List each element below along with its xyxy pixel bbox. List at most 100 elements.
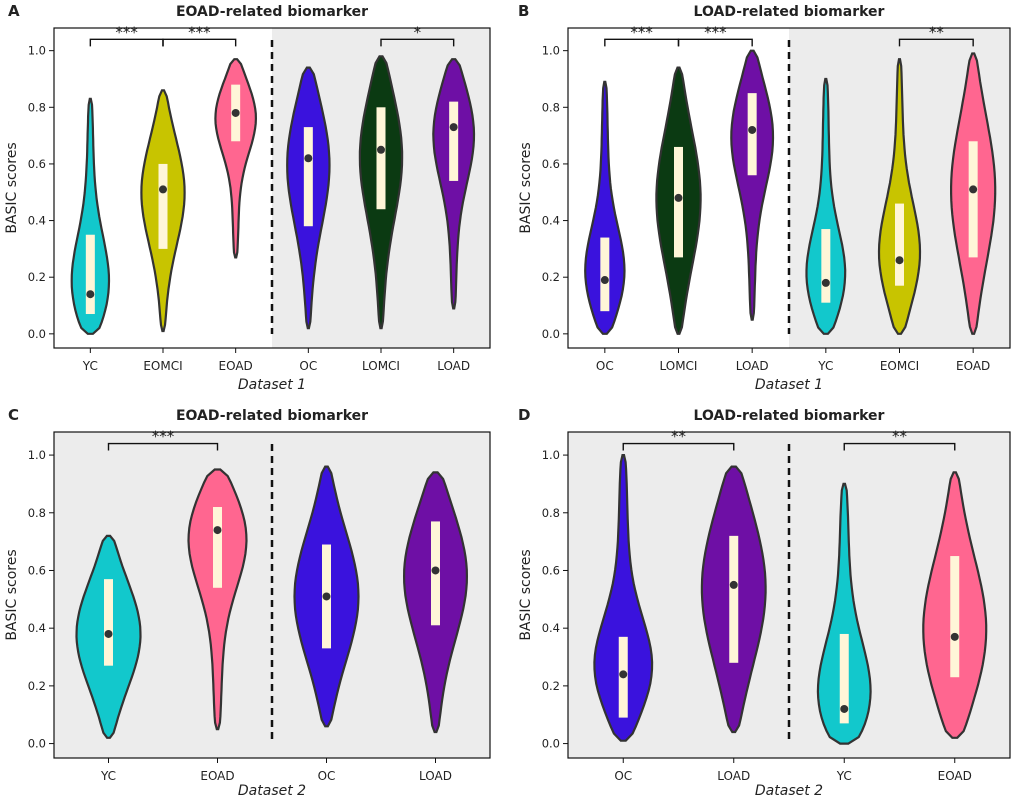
panel-a-ytick-label-2: 0.4: [28, 214, 46, 228]
panel-a-category-label-load: LOAD: [437, 359, 470, 373]
panel-b-median-yc: [821, 278, 830, 287]
panel-c-category-label-eoad: EOAD: [200, 769, 234, 783]
panel-a-ytick-label-1: 0.2: [28, 270, 46, 284]
panel-a-category-label-eomci: EOMCI: [143, 359, 182, 373]
panel-b-significance-bracket-2: [677, 38, 753, 47]
panel-d-significance-bracket-2: [843, 442, 956, 451]
panel-d-iqr-box-load: [729, 535, 739, 663]
panel-b-iqr-box-yc: [821, 229, 831, 303]
panel-a-category-label-eoad: EOAD: [219, 359, 253, 373]
panel-b-category-label-eoad: EOAD: [956, 359, 990, 373]
panel-d-category-label-yc: YC: [836, 769, 852, 783]
panel-a-median-eomci: [159, 185, 167, 194]
panel-d-frame: [567, 431, 1011, 759]
panel-d-significance-label-1: **: [671, 428, 687, 446]
panel-d-category-label-oc: OC: [614, 769, 632, 783]
panel-a-frame: [53, 27, 491, 349]
panel-b-iqr-box-eomci: [895, 203, 904, 286]
panel-a-violin-yc: [70, 97, 111, 335]
panel-d-significance-label-2: **: [892, 428, 908, 446]
panel-c-category-label-yc: YC: [100, 769, 116, 783]
panel-b-ytick-label-1: 0.2: [542, 270, 560, 284]
panel-a-iqr-box-eomci: [158, 163, 168, 249]
panel-d-ytick-label-1: 0.2: [542, 679, 560, 693]
panel-d-ytick-label-4: 0.8: [542, 506, 560, 520]
panel-b-category-label-oc: OC: [596, 359, 614, 373]
panel-a-ytick-label-3: 0.6: [28, 157, 46, 171]
panel-c-iqr-box-eoad: [213, 507, 222, 588]
panel-c: YC EOAD OC LOAD *** 0.0 0.2 0.4 0.6 0.8 1.0 C EOAD-r…: [4, 406, 491, 799]
panel-c-xlabel: Dataset 2: [238, 783, 306, 799]
panel-b-iqr-box-eoad: [968, 141, 978, 258]
panel-b-category-label-eomci: EOMCI: [880, 359, 919, 373]
panel-c-ytick-label-0: 0.0: [28, 737, 46, 751]
panel-a-iqr-box-load: [449, 101, 459, 181]
panel-b-violin-load: [730, 49, 775, 321]
panel-a-xlabel: Dataset 1: [238, 377, 306, 393]
panel-b-title: LOAD-related biomarker: [694, 4, 885, 20]
panel-c-iqr-box-yc: [104, 579, 113, 666]
panel-a-category-label-lomci: LOMCI: [362, 359, 400, 373]
panel-a-title: EOAD-related biomarker: [176, 4, 368, 20]
panel-a-significance-label-1: ***: [115, 23, 138, 41]
panel-d-violin-yc: [816, 482, 872, 745]
panel-a-iqr-box-oc: [303, 127, 313, 227]
panel-b-ytick-label-0: 0.0: [542, 327, 560, 341]
panel-a-letter: A: [8, 2, 20, 20]
panel-a-ytick-label-5: 1.0: [28, 44, 46, 58]
panel-a-significance-label-2: ***: [188, 23, 211, 41]
panel-d-iqr-box-yc: [839, 633, 849, 724]
panel-a-median-eoad: [231, 108, 240, 117]
panel-b-iqr-box-lomci: [674, 146, 683, 258]
panel-a-ylabel: BASIC scores: [4, 142, 20, 233]
panel-a-ytick-label-0: 0.0: [28, 327, 46, 341]
panel-c-frame: [53, 431, 491, 759]
panel-d-violin-oc: [593, 454, 654, 742]
panel-c-median-eoad: [213, 526, 222, 535]
panel-c-median-oc: [322, 592, 331, 601]
panel-c-ytick-label-3: 0.6: [28, 563, 46, 577]
panel-b-letter: B: [518, 2, 529, 20]
panel-a-median-load: [449, 123, 458, 132]
panel-c-violin-eoad: [187, 468, 248, 731]
panel-c-ytick-label-1: 0.2: [28, 679, 46, 693]
panel-d-ytick-label-5: 1.0: [542, 448, 560, 462]
panel-b-category-label-lomci: LOMCI: [660, 359, 698, 373]
panel-b-violin-oc: [584, 80, 626, 335]
panel-b-category-label-load: LOAD: [736, 359, 769, 373]
panel-c-ylabel: BASIC scores: [4, 549, 20, 640]
panel-b-iqr-box-load: [747, 93, 757, 176]
panel-a-significance-bracket-3: [380, 38, 455, 47]
panel-a: YC EOMCI EOAD OC LOMCI LOAD*** *** *0.00.20.40.…: [4, 2, 491, 393]
panel-b-category-label-yc: YC: [817, 359, 833, 373]
panel-d-ytick-label-2: 0.4: [542, 621, 560, 635]
panel-b-frame: [567, 27, 1011, 349]
panel-d: OC LOAD YC EOAD ** ** 0.0 0.2 0.4 0.6 0.8 1.0 D LOAD-…: [518, 406, 1011, 799]
panel-a-violin-eoad: [214, 58, 258, 259]
panel-b-ytick-label-2: 0.4: [542, 214, 560, 228]
panel-b: OC LOMCI LOAD YC EOMCI EOAD*** *** **0.00.20.40…: [518, 2, 1011, 393]
panel-a-significance-label-3: *: [414, 23, 422, 41]
panel-b-iqr-box-oc: [600, 237, 610, 312]
panel-c-category-label-load: LOAD: [419, 769, 452, 783]
panel-a-significance-bracket-2: [162, 38, 237, 47]
panel-c-ytick-label-5: 1.0: [28, 448, 46, 462]
panel-b-ytick-label-4: 0.8: [542, 100, 560, 114]
panel-d-ytick-label-3: 0.6: [542, 563, 560, 577]
panel-a-iqr-box-lomci: [376, 107, 386, 210]
panel-d-category-label-eoad: EOAD: [938, 769, 972, 783]
panel-c-significance-bracket-1: [107, 442, 219, 451]
panel-c-letter: C: [8, 406, 19, 424]
panel-a-category-label-yc: YC: [82, 359, 98, 373]
panel-d-ytick-label-0: 0.0: [542, 737, 560, 751]
panel-c-significance-label-1: ***: [152, 428, 175, 446]
panel-d-letter: D: [518, 406, 530, 424]
panel-b-ytick-label-3: 0.6: [542, 157, 560, 171]
panel-c-ytick-label-2: 0.4: [28, 621, 46, 635]
panel-d-median-yc: [840, 704, 849, 713]
panel-a-ytick-label-4: 0.8: [28, 100, 46, 114]
panel-b-xlabel: Dataset 1: [755, 377, 823, 393]
panel-d-iqr-box-eoad: [950, 556, 960, 678]
panel-b-median-eoad: [969, 185, 978, 194]
